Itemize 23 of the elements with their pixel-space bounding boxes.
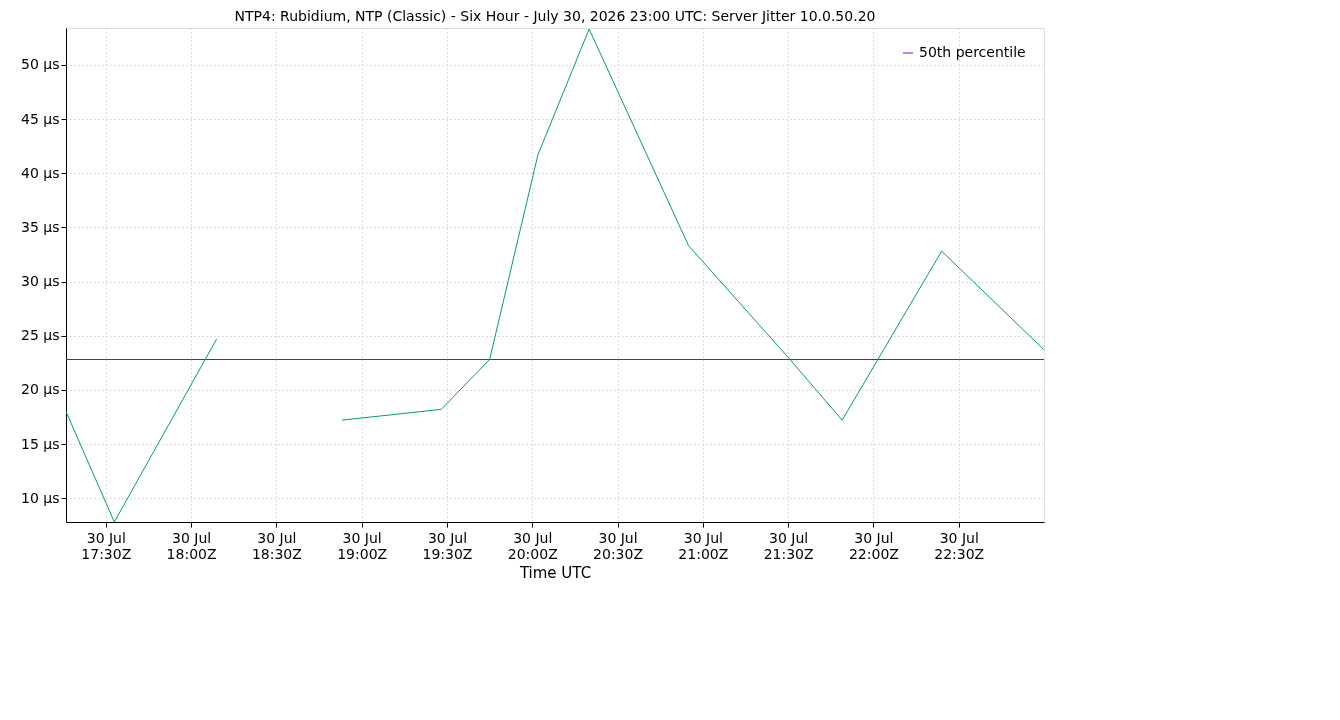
y-tick-label: 10 µs <box>21 489 60 506</box>
y-tick-label: 15 µs <box>21 435 60 452</box>
y-tick-label: 45 µs <box>21 110 60 127</box>
x-tick-label: 30 Jul 17:30Z <box>81 529 132 562</box>
legend-label: 50th percentile <box>919 44 1026 60</box>
y-tick-label: 40 µs <box>21 164 60 181</box>
chart-title: NTP4: Rubidium, NTP (Classic) - Six Hour - July 30, 2026 23:00 UTC: Server Jitter 10.0.50.20 <box>234 8 876 24</box>
x-tick-label: 30 Jul 21:00Z <box>678 529 729 562</box>
x-tick-label: 30 Jul 19:30Z <box>422 529 473 562</box>
y-tick-label: 25 µs <box>21 327 60 344</box>
x-tick-label: 30 Jul 21:30Z <box>763 529 814 562</box>
y-tick-label: 20 µs <box>21 381 60 398</box>
x-tick-label: 30 Jul 22:30Z <box>934 529 985 562</box>
x-tick-label: 30 Jul 18:00Z <box>166 529 217 562</box>
x-tick-label: 30 Jul 22:00Z <box>848 529 899 562</box>
x-tick-label: 30 Jul 20:00Z <box>507 529 558 562</box>
x-tick-label: 30 Jul 20:30Z <box>593 529 644 562</box>
x-tick-label: 30 Jul 18:30Z <box>251 529 302 562</box>
y-tick-label: 50 µs <box>21 56 60 73</box>
y-tick-label: 35 µs <box>21 218 60 235</box>
x-tick-label: 30 Jul 19:00Z <box>337 529 388 562</box>
x-axis-title: Time UTC <box>518 563 592 582</box>
y-tick-label: 30 µs <box>21 273 60 289</box>
